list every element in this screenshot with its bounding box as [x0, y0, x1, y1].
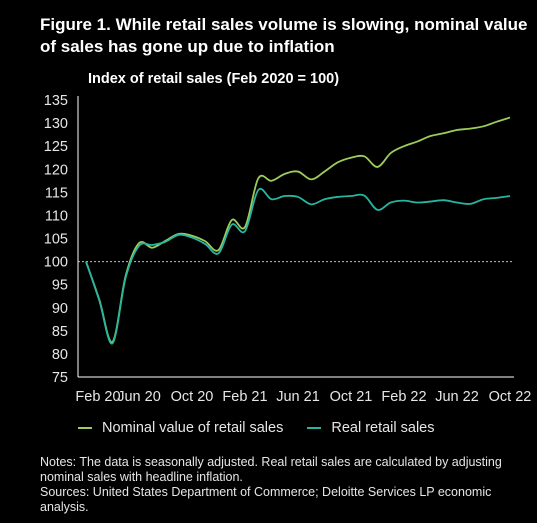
y-tick-label: 110 — [45, 208, 68, 224]
legend-label-real: Real retail sales — [331, 420, 435, 436]
legend-swatch-nominal — [78, 427, 92, 429]
x-tick-label: Oct 22 — [489, 389, 532, 405]
legend-item-nominal: Nominal value of retail sales — [78, 420, 283, 436]
y-tick-label: 85 — [52, 324, 68, 340]
y-tick-label: 100 — [44, 255, 68, 271]
x-tick-label: Oct 20 — [171, 389, 214, 405]
x-tick-label: Jun 22 — [435, 389, 479, 405]
chart-axes: 75 80 85 90 95 100 105 110 115 120 125 130 135 Feb 20… — [44, 93, 532, 405]
series-line-nominal — [85, 116, 511, 343]
series-line-real — [85, 187, 511, 345]
y-tick-label: 105 — [44, 232, 68, 248]
figure-title: Figure 1. While retail sales volume is s… — [40, 15, 528, 56]
legend-item-real: Real retail sales — [307, 420, 435, 436]
y-tick-label: 135 — [44, 93, 68, 109]
y-tick-label: 130 — [44, 116, 68, 132]
y-tick-label: 95 — [52, 278, 68, 294]
notes-text: Notes: The data is seasonally adjusted. … — [40, 455, 502, 484]
legend-swatch-real — [307, 427, 322, 429]
legend-label-nominal: Nominal value of retail sales — [102, 420, 284, 436]
y-tick-label: 125 — [44, 139, 68, 155]
sources-text: Sources: United States Department of Com… — [40, 485, 492, 514]
x-tick-label: Jun 20 — [117, 389, 161, 405]
x-tick-label: Feb 22 — [381, 389, 426, 405]
y-tick-label: 90 — [52, 301, 68, 317]
x-tick-label: Feb 21 — [222, 389, 267, 405]
chart-title: Index of retail sales (Feb 2020 = 100) — [88, 71, 340, 87]
chart-series-layer — [85, 116, 511, 345]
x-tick-label: Jun 21 — [276, 389, 320, 405]
x-tick-label: Feb 20 — [75, 389, 120, 405]
y-tick-label: 115 — [45, 185, 68, 201]
x-tick-label: Oct 21 — [330, 389, 373, 405]
chart-legend: Nominal value of retail sales Real retai… — [78, 418, 459, 438]
y-tick-label: 80 — [52, 347, 68, 363]
chart-notes: Notes: The data is seasonally adjusted. … — [40, 455, 510, 515]
y-tick-label: 120 — [44, 162, 68, 178]
y-tick-label: 75 — [52, 370, 68, 386]
